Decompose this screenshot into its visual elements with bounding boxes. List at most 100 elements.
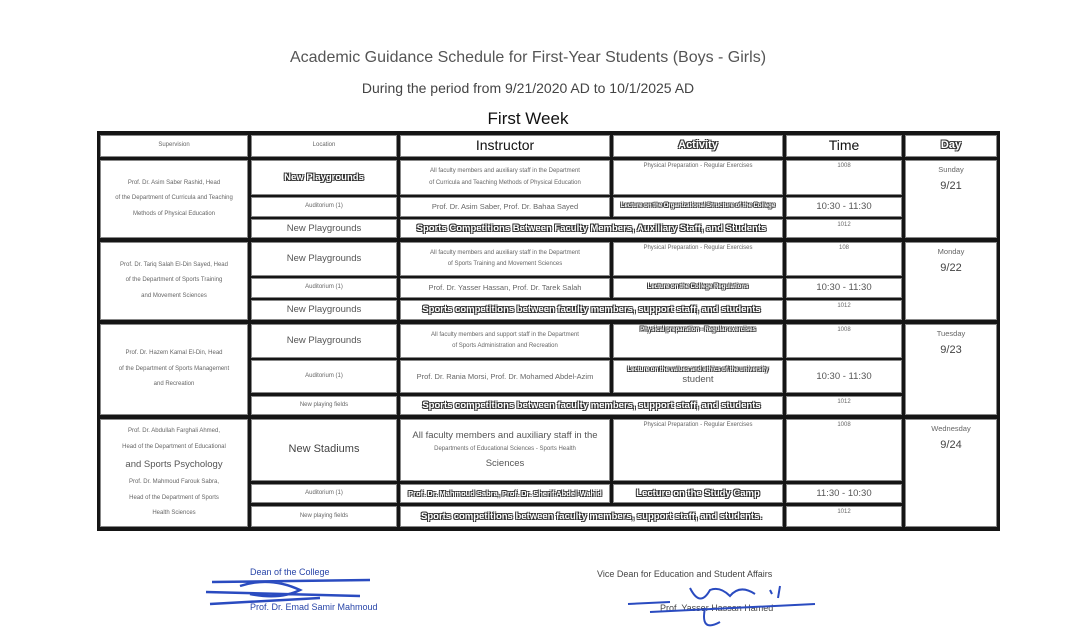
day-cell: Wednesday 9/24 [905,419,997,527]
time-text: 11:30 - 10:30 [816,487,872,499]
activity-text: Lecture on the values and ethics of the … [627,366,769,373]
activity-text: Physical preparation - Regular exercises [640,327,756,333]
page-title: Academic Guidance Schedule for First-Yea… [289,49,767,66]
instructor-line: Departments of Educational Sciences - Sp… [434,446,576,453]
supervisor-line: and Sports Psychology [125,459,223,471]
time-cell: 10:30 - 11:30 [786,360,902,393]
supervisor-line: Prof. Dr. Mahmoud Farouk Sabra, [128,479,220,486]
combined-activity-cell: Sports competitions between faculty memb… [400,300,783,320]
activity-text: Lecture on the Organizational Structure … [620,203,776,210]
time-text: 1012 [837,399,851,405]
combined-activity-cell: Sports competitions between faculty memb… [400,396,783,415]
activity-cell: Lecture on the values and ethics of the … [613,360,783,393]
activity-cell: Lecture on the College Regulations [613,278,783,298]
activity-text: Physical Preparation - Regular Exercises [643,163,753,169]
day-date: 9/21 [940,180,962,193]
supervisor-line: Prof. Dr. Asim Saber Rashid, Head [127,179,221,186]
time-cell: 108 [786,242,902,276]
instructor-cell: Prof. Dr. Yasser Hassan, Prof. Dr. Tarek… [400,278,610,298]
time-text: 1008 [837,327,851,333]
time-cell: 1008 [786,324,902,358]
column-header-activity: Activity [678,139,718,152]
activity-cell: Physical Preparation - Regular Exercises [613,419,783,481]
location-cell: New Playgrounds [251,300,397,320]
instructor-cell: All faculty members and auxiliary staff … [400,242,610,276]
instructor-cell: All faculty members and support staff in… [400,324,610,358]
time-cell: 1008 [786,419,902,481]
instructor-line: Sciences [485,457,525,469]
time-cell: 1012 [786,300,902,320]
activity-text: Physical Preparation - Regular Exercises [643,245,753,251]
location-text: Auditorium (1) [305,284,343,291]
column-header-supervision: Supervision [158,142,190,149]
header-time: Time [786,135,902,157]
header-instructor: Instructor [400,135,610,157]
instructor-line: Prof. Dr. Mahmoud Sabra, Prof. Dr. Sheri… [408,488,602,498]
supervisor-line: Head of the Department of Educational [122,443,226,450]
location-text: New Playgrounds [284,171,364,183]
activity-cell: Physical Preparation - Regular Exercises [613,160,783,195]
time-text: 1012 [837,222,851,228]
time-text: 10:30 - 11:30 [816,370,872,382]
location-cell: New Playgrounds [251,324,397,358]
location-cell: Auditorium (1) [251,197,397,217]
combined-activity-cell: Sports Competitions Between Faculty Memb… [400,219,783,238]
supervisor-line: of the Department of Sports Management [118,365,230,372]
day-date: 9/24 [940,439,962,452]
time-cell: 1008 [786,160,902,195]
activity-text: Lecture on the College Regulations [647,284,749,291]
supervisor-line: and Movement Sciences [141,292,207,299]
time-text: 10:30 - 11:30 [816,282,872,294]
vice-dean-title: Vice Dean for Education and Student Affa… [597,569,773,579]
instructor-line: Prof. Dr. Yasser Hassan, Prof. Dr. Tarek… [428,283,582,293]
time-cell: 10:30 - 11:30 [786,197,902,217]
instructor-line: All faculty members and auxiliary staff … [412,430,598,442]
combined-activity-text: Sports Competitions Between Faculty Memb… [416,222,767,234]
day-name: Monday [937,247,965,256]
location-text: Auditorium (1) [305,203,343,210]
supervision-cell: Prof. Dr. Asim Saber Rashid, Head of the … [100,160,248,238]
location-cell: Auditorium (1) [251,360,397,393]
activity-cell: Physical Preparation - Regular Exercises [613,242,783,276]
vice-dean-signature [627,585,816,627]
time-cell: 1012 [786,506,902,527]
activity-text: Lecture on the Study Camp [636,487,760,499]
instructor-line: of Sports Training and Movement Sciences [447,261,563,267]
supervisor-line: Head of the Department of Sports [129,494,219,501]
location-cell: New Playgrounds [251,219,397,238]
supervisor-line: Prof. Dr. Hazem Kamal El-Din, Head [125,350,223,357]
location-text: New playing fields [299,512,349,519]
location-text: New Playgrounds [286,335,362,347]
location-cell: New Playgrounds [251,242,397,276]
schedule-table: Supervision Location Instructor Activity Tim… [97,131,1000,531]
location-cell: New Playgrounds [251,160,397,195]
supervision-cell: Prof. Dr. Hazem Kamal El-Din, Head of the… [100,324,248,415]
activity-cell: Physical preparation - Regular exercises [613,324,783,358]
time-text: 108 [838,245,849,251]
supervisor-line: of the Department of Curricula and Teach… [115,195,233,202]
activity-cell: Lecture on the Study Camp [613,484,783,503]
location-text: Auditorium (1) [305,489,343,496]
day-date: 9/23 [940,344,962,357]
supervisor-line: Prof. Dr. Abdullah Farghali Ahmed, [127,428,221,435]
supervision-cell: Prof. Dr. Abdullah Farghali Ahmed, Head o… [100,419,248,527]
day-name: Tuesday [936,329,966,338]
time-cell: 10:30 - 11:30 [786,278,902,298]
time-cell: 1012 [786,219,902,238]
location-text: New Playgrounds [286,222,362,234]
header-supervision: Supervision [100,135,248,157]
supervisor-line: Health Sciences [152,510,196,517]
instructor-cell: Prof. Dr. Rania Morsi, Prof. Dr. Mohamed… [400,360,610,393]
activity-text: Physical Preparation - Regular Exercises [643,422,753,428]
day-cell: Monday 9/22 [905,242,997,320]
instructor-cell: All faculty members and auxiliary staff … [400,160,610,195]
combined-activity-text: Sports competitions between faculty memb… [422,399,761,411]
location-text: New Stadiums [288,443,360,456]
location-cell: New Stadiums [251,419,397,481]
time-text: 1008 [837,163,851,169]
instructor-line: of Curricula and Teaching Methods of Phy… [429,179,581,186]
time-text: 1012 [837,509,851,515]
location-cell: Auditorium (1) [251,278,397,298]
supervisor-line: Methods of Physical Education [132,210,216,217]
location-cell: Auditorium (1) [251,484,397,503]
